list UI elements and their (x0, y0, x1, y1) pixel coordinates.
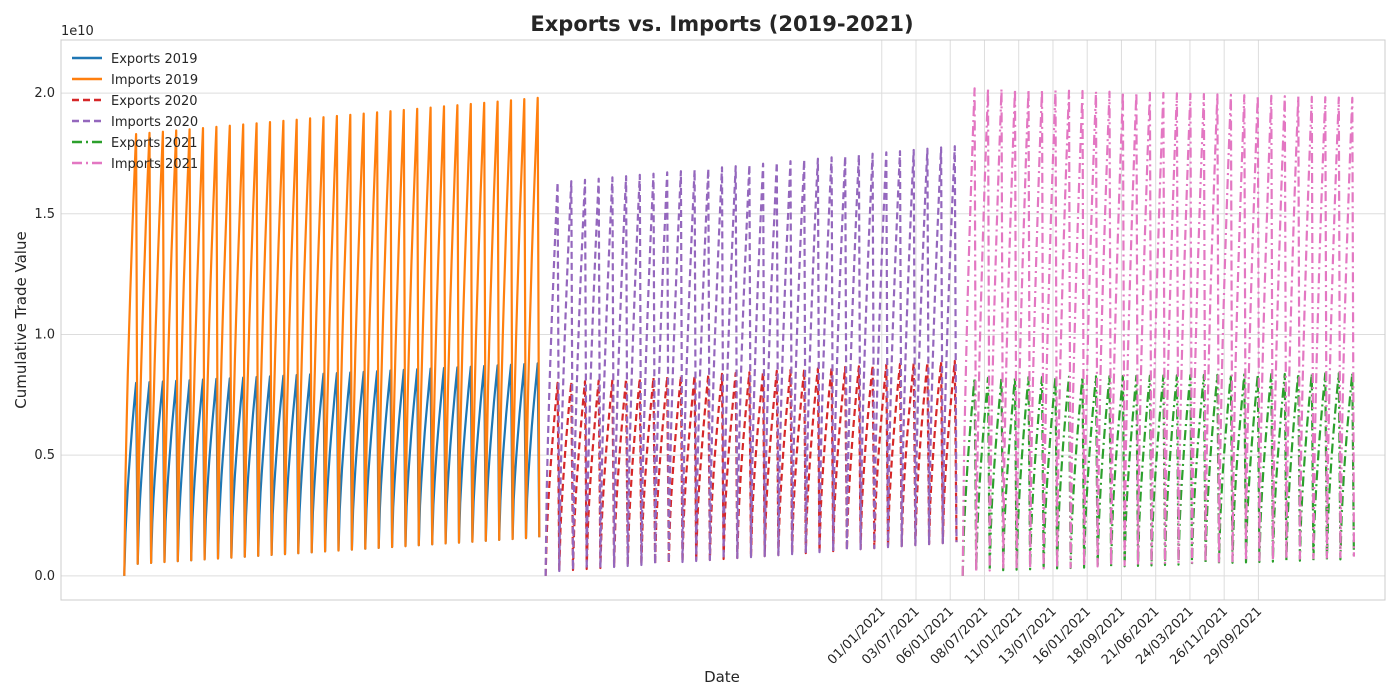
x-axis: 01/01/202103/07/202106/01/202108/07/2021… (825, 604, 1265, 668)
legend-entry: Exports 2021 (111, 136, 198, 151)
legend-entry: Exports 2020 (111, 94, 198, 109)
y-tick-label: 2.0 (34, 86, 55, 101)
legend-entry: Exports 2019 (111, 52, 198, 67)
y-tick-label: 1.5 (34, 207, 55, 222)
y-tick-label: 0.5 (34, 448, 55, 463)
legend-entry: Imports 2021 (111, 157, 198, 172)
y-axis: 0.0 0.5 1.0 1.5 2.0 (34, 86, 55, 584)
legend: Exports 2019 Imports 2019 Exports 2020 Impo… (72, 52, 198, 172)
axes-frame (60, 39, 1386, 601)
y-axis-label: Cumulative Trade Value (12, 231, 30, 408)
legend-entry: Imports 2020 (111, 115, 198, 130)
x-axis-label: Date (704, 668, 740, 686)
y-tick-label: 1.0 (34, 327, 55, 342)
plot-area (123, 87, 1356, 576)
y-tick-label: 0.0 (34, 569, 55, 584)
series-line-5 (961, 372, 1355, 576)
series-line-6 (961, 87, 1356, 576)
grid (61, 40, 1385, 600)
series-line-4 (544, 145, 958, 576)
series-line-2 (123, 96, 541, 576)
chart-title: Exports vs. Imports (2019-2021) (530, 12, 913, 36)
series-line-1 (123, 362, 541, 576)
y-offset-label: 1e10 (61, 24, 94, 39)
legend-entry: Imports 2019 (111, 73, 198, 88)
